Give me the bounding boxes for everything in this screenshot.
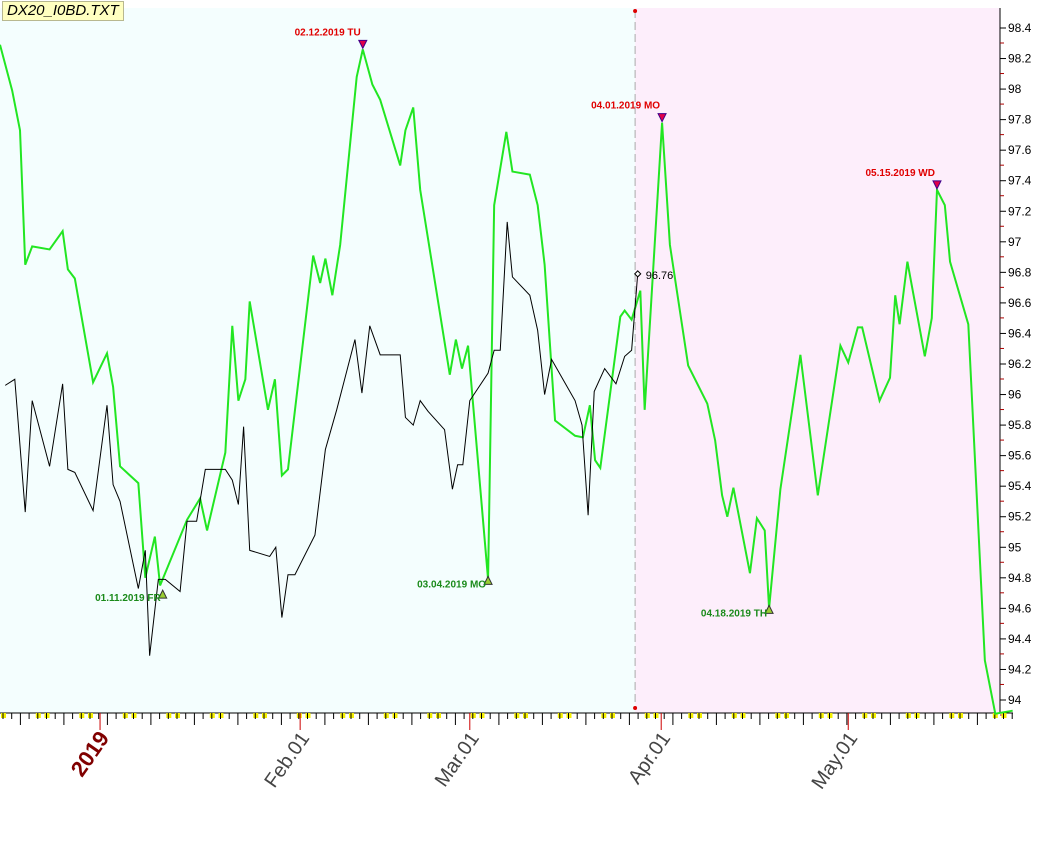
y-tick-label: 95 bbox=[1008, 540, 1022, 554]
low-arrow-icon bbox=[157, 588, 168, 599]
y-tick-label: 97.6 bbox=[1008, 143, 1032, 157]
chart-title: DX20_I0BD.TXT bbox=[2, 1, 124, 21]
high-arrow-icon bbox=[357, 39, 368, 50]
y-tick-label: 94.2 bbox=[1008, 662, 1032, 676]
high-arrow-icon bbox=[932, 180, 942, 191]
y-tick-label: 95.2 bbox=[1008, 510, 1032, 524]
high-annotation-label: 04.01.2019 MO bbox=[591, 101, 660, 112]
y-tick-label: 95.6 bbox=[1008, 449, 1032, 463]
last-value-marker bbox=[634, 270, 642, 278]
x-tick-label: Apr.01 bbox=[624, 728, 675, 788]
high-annotation-label: 05.15.2019 WD bbox=[865, 168, 935, 179]
divider-marker-top bbox=[633, 9, 638, 13]
y-tick-label: 97 bbox=[1008, 235, 1022, 249]
last-value-label: 96.76 bbox=[646, 270, 674, 282]
y-tick-label: 95.8 bbox=[1008, 418, 1032, 432]
y-tick-label: 96 bbox=[1008, 388, 1022, 402]
series-line-black bbox=[4, 221, 639, 656]
low-annotation-label: 01.11.2019 FR bbox=[95, 593, 161, 604]
right-region bbox=[635, 8, 1000, 713]
y-tick-label: 94 bbox=[1008, 693, 1022, 707]
y-tick-label: 96.2 bbox=[1008, 357, 1032, 371]
y-tick-label: 98 bbox=[1008, 82, 1022, 96]
y-tick-label: 94.6 bbox=[1008, 601, 1032, 615]
y-tick-label: 94.8 bbox=[1008, 571, 1032, 585]
x-tick-label: Mar.01 bbox=[431, 728, 484, 791]
y-tick-label: 97.2 bbox=[1008, 204, 1032, 218]
y-tick-label: 98.4 bbox=[1008, 21, 1032, 35]
low-annotation-label: 04.18.2019 TH bbox=[701, 608, 767, 619]
x-tick-label: Feb.01 bbox=[261, 728, 315, 792]
y-tick-label: 96.8 bbox=[1008, 265, 1032, 279]
divider-marker-bottom bbox=[633, 706, 638, 710]
low-annotation-label: 03.04.2019 MO bbox=[417, 579, 486, 590]
y-tick-label: 94.4 bbox=[1008, 632, 1032, 646]
low-arrow-icon bbox=[764, 604, 774, 614]
low-arrow-icon bbox=[483, 575, 493, 585]
x-tick-label: May.01 bbox=[808, 728, 863, 793]
y-tick-label: 96.6 bbox=[1008, 296, 1032, 310]
y-tick-label: 95.4 bbox=[1008, 479, 1032, 493]
left-region bbox=[0, 8, 636, 713]
high-annotation-label: 02.12.2019 TU bbox=[295, 27, 361, 38]
y-tick-label: 98.2 bbox=[1008, 52, 1032, 66]
series-line-green bbox=[0, 44, 1013, 715]
y-tick-label: 96.4 bbox=[1008, 326, 1032, 340]
y-tick-label: 97.8 bbox=[1008, 113, 1032, 127]
high-arrow-icon bbox=[657, 113, 667, 123]
y-tick-label: 97.4 bbox=[1008, 174, 1032, 188]
x-tick-label: 2019 bbox=[66, 727, 115, 781]
